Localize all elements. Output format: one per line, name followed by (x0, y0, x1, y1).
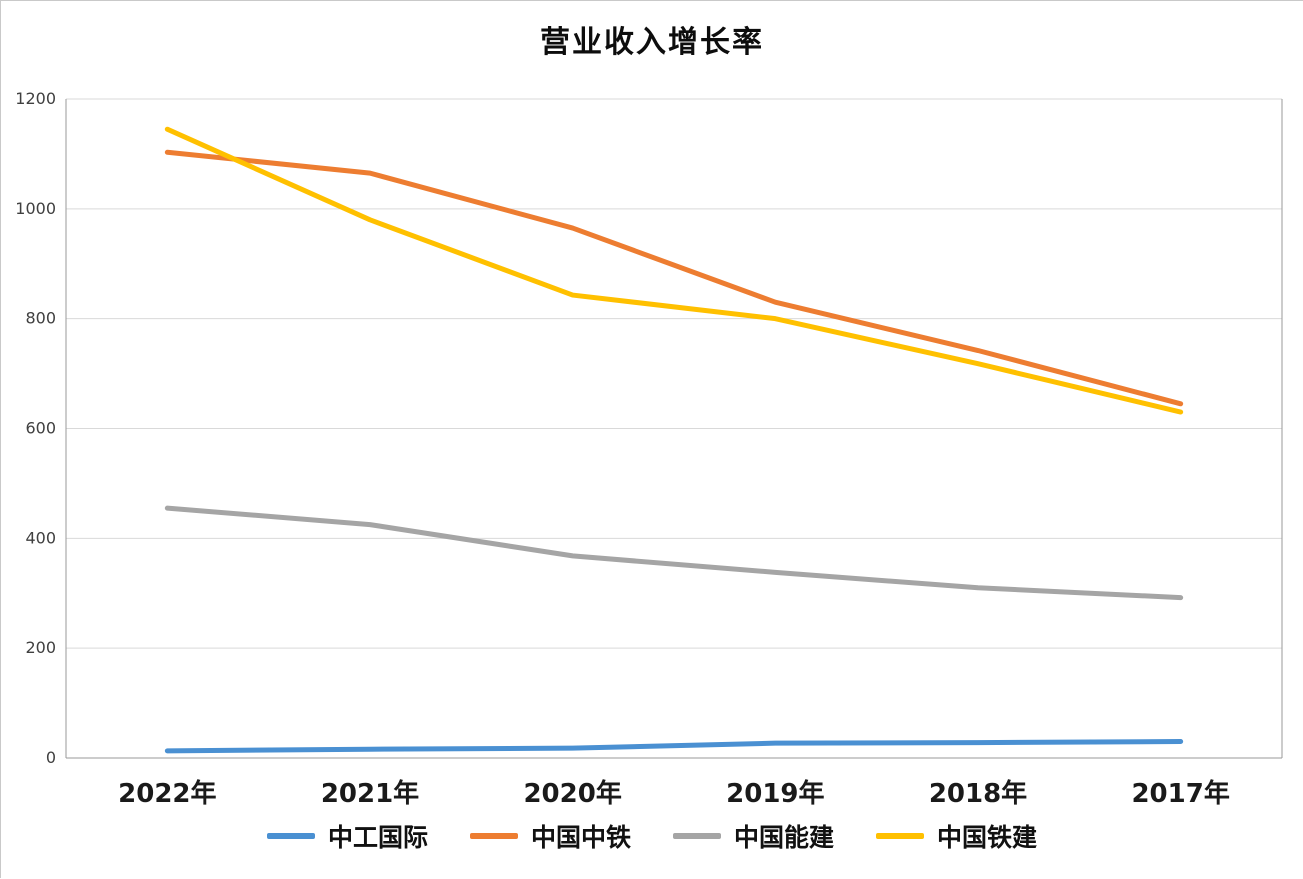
legend-label: 中国中铁 (530, 823, 631, 852)
legend: 中工国际 中国中铁 中国能建 中国铁建 (1, 818, 1303, 854)
legend-item: 中国中铁 (469, 818, 631, 854)
legend-label: 中工国际 (327, 823, 428, 852)
svg-text:2019年: 2019年 (726, 778, 824, 809)
legend-label: 中国能建 (734, 823, 835, 852)
legend-item: 中国能建 (673, 818, 834, 854)
svg-text:400: 400 (25, 528, 56, 547)
svg-text:1000: 1000 (15, 199, 56, 218)
legend-swatch-icon (266, 833, 315, 839)
svg-text:600: 600 (25, 419, 56, 438)
svg-text:800: 800 (25, 309, 56, 328)
svg-text:2017年: 2017年 (1131, 778, 1229, 809)
legend-label: 中国铁建 (937, 823, 1038, 852)
legend-item: 中工国际 (266, 818, 428, 854)
svg-text:2020年: 2020年 (523, 778, 621, 809)
svg-text:1200: 1200 (15, 89, 56, 108)
legend-swatch-icon (469, 833, 518, 839)
legend-swatch-icon (876, 833, 925, 839)
legend-swatch-icon (673, 833, 721, 839)
svg-text:0: 0 (46, 748, 56, 767)
chart-title: 营业收入增长率 (540, 25, 764, 60)
svg-text:2021年: 2021年 (321, 778, 419, 809)
svg-text:200: 200 (25, 638, 56, 657)
svg-text:2022年: 2022年 (118, 778, 216, 809)
svg-text:2018年: 2018年 (929, 778, 1027, 809)
legend-item: 中国铁建 (876, 818, 1037, 854)
